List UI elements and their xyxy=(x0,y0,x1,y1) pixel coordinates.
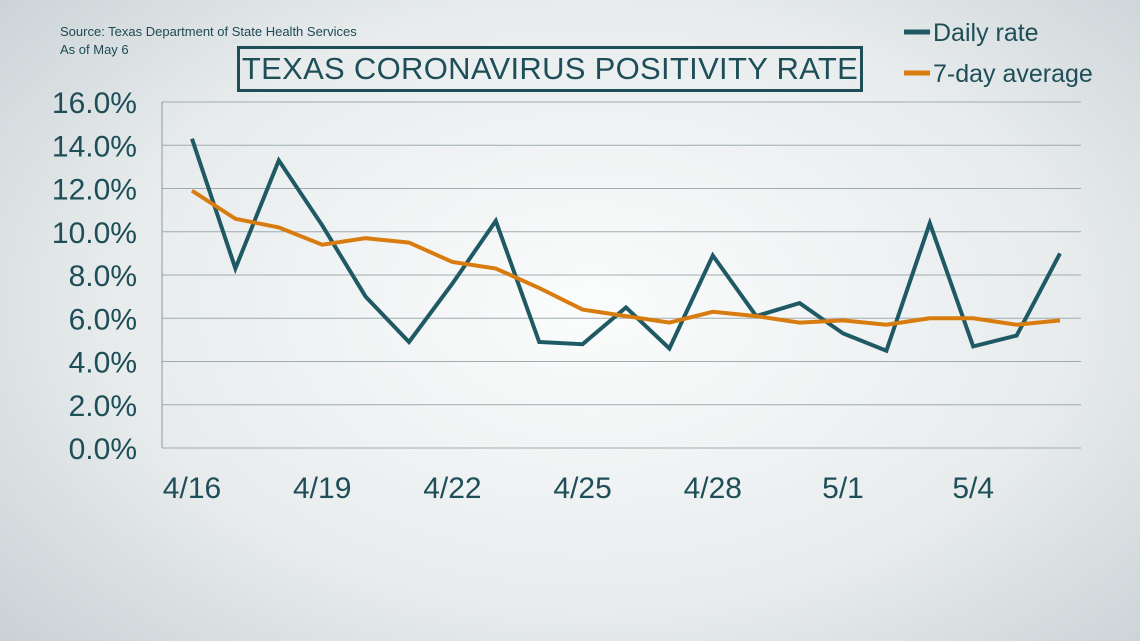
legend-label: Daily rate xyxy=(933,19,1039,47)
x-tick-label: 4/22 xyxy=(423,472,481,505)
y-tick-label: 12.0% xyxy=(52,174,137,207)
y-tick-label: 10.0% xyxy=(52,217,137,250)
y-tick-label: 2.0% xyxy=(69,390,137,423)
y-axis-ticks: 16.0% 14.0% 12.0% 10.0% 8.0% 6.0% 4.0% 2.0% 0.0% xyxy=(52,87,137,466)
legend: Daily rate 7-day average xyxy=(904,19,1093,88)
source-text: Source: Texas Department of State Health… xyxy=(60,24,357,39)
series-line-7-day-average xyxy=(190,189,1061,327)
y-tick-label: 0.0% xyxy=(69,433,137,466)
chart-title: TEXAS CORONAVIRUS POSITIVITY RATE xyxy=(237,46,863,92)
x-tick-label: 4/19 xyxy=(293,472,351,505)
y-tick-label: 4.0% xyxy=(69,347,137,380)
x-tick-label: 4/28 xyxy=(684,472,742,505)
series-lines xyxy=(190,138,1062,354)
x-tick-label: 4/16 xyxy=(163,472,221,505)
x-tick-label: 4/25 xyxy=(553,472,611,505)
y-tick-label: 16.0% xyxy=(52,87,137,120)
legend-label: 7-day average xyxy=(933,60,1093,88)
grid-lines xyxy=(161,101,1081,449)
x-tick-label: 5/1 xyxy=(822,472,864,505)
y-tick-label: 6.0% xyxy=(69,303,137,336)
x-axis-ticks: 4/16 4/19 4/22 4/25 4/28 5/1 5/4 xyxy=(163,472,994,505)
y-tick-label: 8.0% xyxy=(69,260,137,293)
y-tick-label: 14.0% xyxy=(52,130,137,163)
date-text: As of May 6 xyxy=(60,42,129,57)
x-tick-label: 5/4 xyxy=(952,472,994,505)
